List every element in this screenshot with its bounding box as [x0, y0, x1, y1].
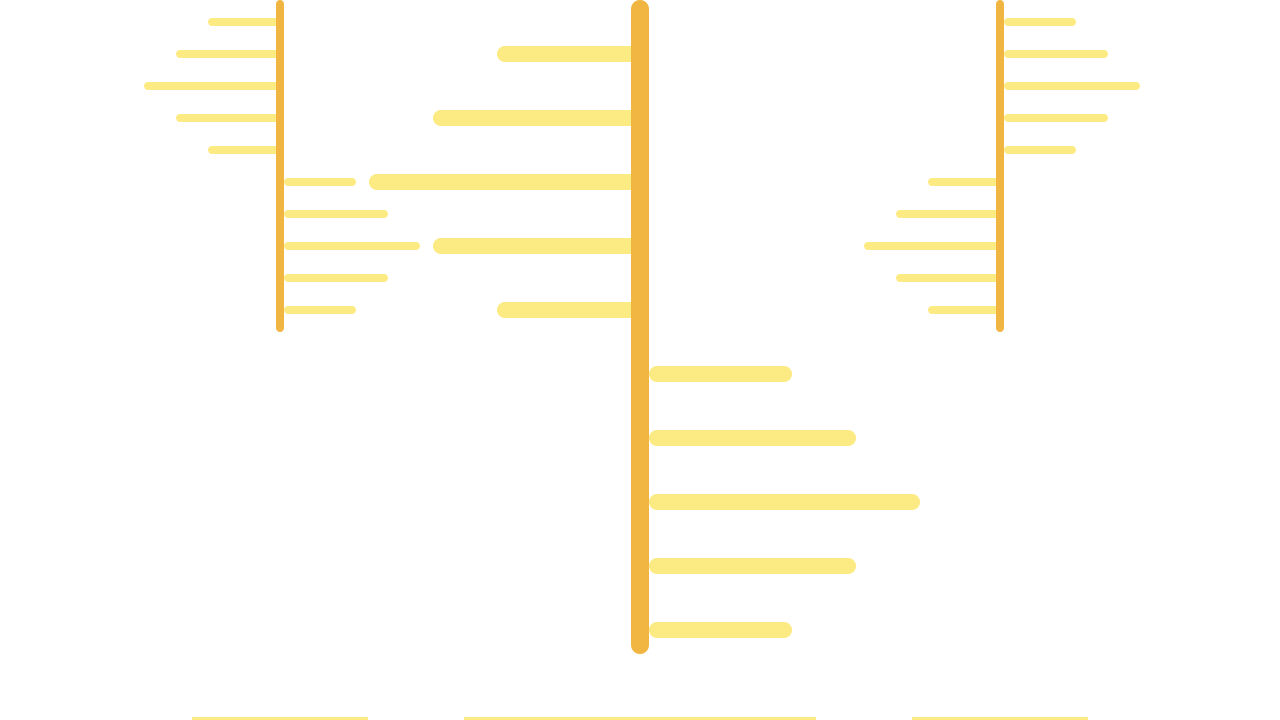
- center-figure-branch-right-3: [649, 494, 920, 510]
- left-figure-branch-right-3: [284, 242, 420, 250]
- left-figure-branch-left-1: [208, 18, 280, 26]
- right-figure-branch-left-5: [928, 306, 1000, 314]
- center-figure-branch-left-5: [497, 302, 640, 318]
- center-figure-spine: [631, 0, 649, 654]
- right-figure-branch-left-3: [864, 242, 1000, 250]
- left-figure-branch-left-4: [176, 114, 280, 122]
- left-figure-branch-right-4: [284, 274, 388, 282]
- center-figure-branch-left-3: [369, 174, 640, 190]
- right-figure-branch-right-3: [1004, 82, 1140, 90]
- right-figure-branch-right-2: [1004, 50, 1108, 58]
- left-figure-branch-left-2: [176, 50, 280, 58]
- center-figure-branch-right-1: [649, 366, 792, 382]
- center-figure-branch-right-2: [649, 430, 856, 446]
- center-figure-branch-left-1: [497, 46, 640, 62]
- center-figure-branch-left-4: [433, 238, 640, 254]
- right-figure-branch-right-1: [1004, 18, 1076, 26]
- center-figure-branch-left-2: [433, 110, 640, 126]
- center-figure: [369, 0, 920, 720]
- left-figure-branch-left-5: [208, 146, 280, 154]
- right-figure-branch-right-5: [1004, 146, 1076, 154]
- center-figure-baseline: [464, 717, 816, 720]
- right-figure-branch-left-2: [896, 210, 1000, 218]
- right-figure-baseline: [912, 717, 1088, 720]
- right-figure-spine: [996, 0, 1004, 332]
- left-figure-baseline: [192, 717, 368, 720]
- right-figure-branch-left-1: [928, 178, 1000, 186]
- left-figure-branch-right-2: [284, 210, 388, 218]
- right-figure: [864, 0, 1140, 720]
- left-figure-spine: [276, 0, 284, 332]
- left-figure-branch-right-5: [284, 306, 356, 314]
- right-figure-branch-left-4: [896, 274, 1000, 282]
- left-figure-branch-left-3: [144, 82, 280, 90]
- left-figure: [144, 0, 420, 720]
- right-figure-branch-right-4: [1004, 114, 1108, 122]
- center-figure-branch-right-4: [649, 558, 856, 574]
- left-figure-branch-right-1: [284, 178, 356, 186]
- center-figure-branch-right-5: [649, 622, 792, 638]
